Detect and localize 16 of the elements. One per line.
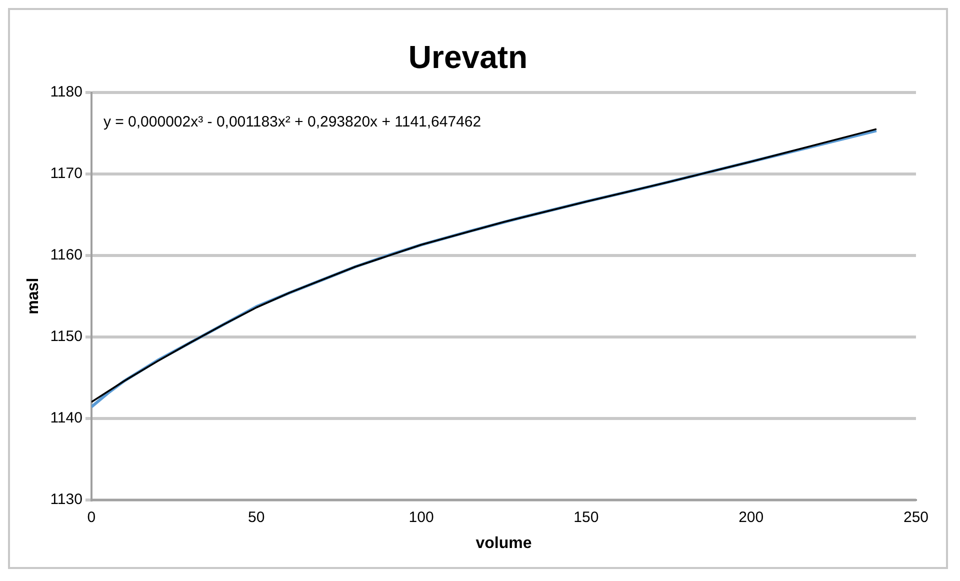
y-axis-title: masl: [25, 278, 42, 314]
x-tick-label: 50: [248, 508, 265, 526]
y-tick-label: 1170: [50, 165, 82, 182]
x-tick-label: 0: [87, 508, 96, 526]
y-tick-label: 1180: [50, 84, 82, 101]
x-axis-title: volume: [476, 534, 532, 552]
y-tick-label: 1160: [50, 246, 82, 264]
y-tick-label: 1130: [50, 490, 82, 508]
chart-title: Urevatn: [408, 39, 528, 76]
x-tick-label: 200: [738, 508, 764, 526]
annotation: y = 0,000002x³ - 0,001183x² + 0,293820x + 1141,647462: [103, 114, 482, 131]
x-tick-label: 250: [903, 508, 929, 526]
x-tick-label: 150: [574, 508, 599, 526]
y-tick-label: 1140: [50, 409, 82, 426]
x-tick-label: 100: [408, 508, 434, 526]
y-tick-label: 1150: [50, 328, 82, 345]
